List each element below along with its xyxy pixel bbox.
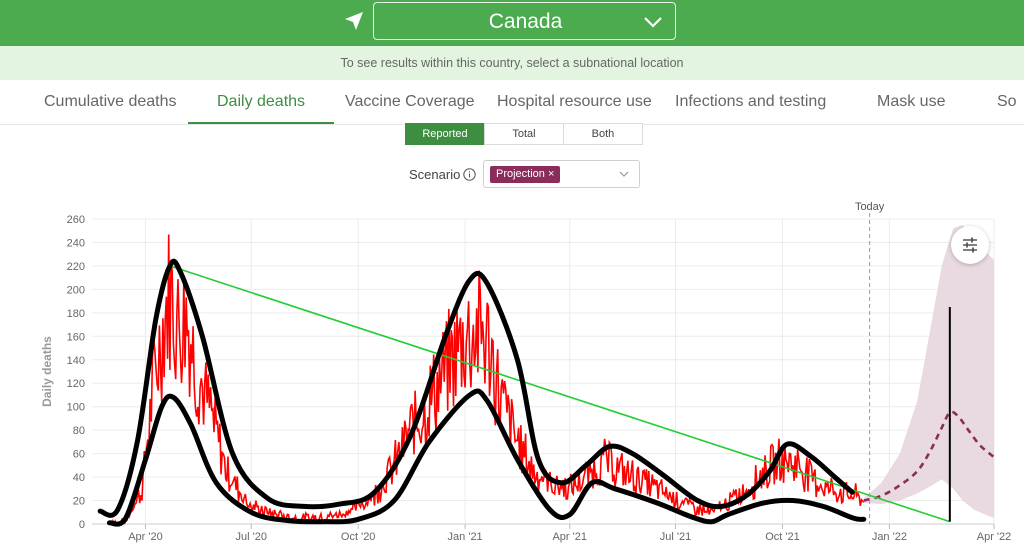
- x-tick-label: Jul '21: [660, 531, 691, 543]
- tab-so[interactable]: So: [997, 93, 1017, 110]
- projection-mean-line: [863, 410, 995, 502]
- daily-deaths-chart: 0 20 40 60 80 100 120 140 160 180 200 220 240 260 Apr …: [40, 201, 1011, 543]
- country-select[interactable]: Canada: [373, 2, 676, 40]
- subnational-hint: To see results within this country, sele…: [340, 56, 684, 70]
- x-tick-label: Oct '21: [765, 531, 800, 543]
- x-tick-label: Jul '20: [236, 531, 267, 543]
- subnational-hint-bar: To see results within this country, sele…: [0, 46, 1024, 80]
- tab-vaccine-coverage[interactable]: Vaccine Coverage: [345, 93, 475, 110]
- tab-mask-use[interactable]: Mask use: [877, 93, 946, 110]
- y-tick-label: 180: [67, 308, 85, 320]
- y-tick-label: 20: [73, 496, 85, 508]
- y-tick-label: 80: [73, 425, 85, 437]
- y-tick-label: 260: [67, 214, 85, 226]
- info-icon[interactable]: [463, 168, 476, 181]
- toggle-both[interactable]: Both: [563, 123, 643, 145]
- grid: [92, 218, 995, 525]
- scenario-select[interactable]: Projection ×: [483, 160, 640, 188]
- x-tick-label: Oct '20: [341, 531, 376, 543]
- lower-envelope-annotation: [106, 388, 867, 527]
- y-tick-label: 60: [73, 449, 85, 461]
- projection-uncertainty-band: [863, 224, 994, 519]
- toggle-reported[interactable]: Reported: [405, 123, 485, 145]
- reported-daily-deaths-line: [109, 234, 865, 526]
- scenario-tag-projection[interactable]: Projection ×: [490, 166, 561, 183]
- toggle-total[interactable]: Total: [484, 123, 564, 145]
- settings-sliders-icon: [963, 237, 977, 253]
- x-tick-label: Apr '21: [552, 531, 587, 543]
- tab-bar: Cumulative deaths Daily deaths Vaccine C…: [0, 80, 1024, 125]
- y-tick-label: 120: [67, 378, 85, 390]
- tab-cumulative-deaths[interactable]: Cumulative deaths: [44, 93, 177, 110]
- country-name: Canada: [488, 10, 563, 33]
- axes: 0 20 40 60 80 100 120 140 160 180 200 220 240 260 Apr …: [40, 201, 1011, 543]
- y-tick-label: 0: [79, 519, 85, 531]
- chevron-down-icon: [619, 171, 629, 177]
- upper-envelope-annotation: [97, 258, 855, 518]
- tab-daily-deaths[interactable]: Daily deaths: [217, 93, 306, 110]
- chart-settings-button[interactable]: [951, 226, 989, 264]
- green-trend-line: [169, 265, 951, 523]
- y-tick-label: 240: [67, 237, 85, 249]
- country-bar: Canada: [0, 0, 1024, 46]
- annotations: [97, 258, 951, 527]
- location-arrow-icon[interactable]: [343, 10, 365, 32]
- y-tick-label: 140: [67, 355, 85, 367]
- x-tick-label: Apr '20: [128, 531, 163, 543]
- active-tab-indicator: [188, 122, 334, 124]
- chevron-down-icon: [644, 17, 662, 28]
- scenario-tag-label: Projection: [496, 168, 545, 180]
- projection-band: [863, 224, 994, 519]
- x-tick-label: Apr '22: [977, 531, 1012, 543]
- tab-hospital-resource-use[interactable]: Hospital resource use: [497, 93, 652, 110]
- x-tick-label: Jan '21: [448, 531, 483, 543]
- y-axis-title: Daily deaths: [40, 336, 54, 407]
- y-tick-label: 220: [67, 261, 85, 273]
- tab-infections-and-testing[interactable]: Infections and testing: [675, 93, 827, 110]
- y-tick-label: 200: [67, 284, 85, 296]
- y-tick-label: 160: [67, 331, 85, 343]
- remove-tag-icon[interactable]: ×: [547, 168, 555, 180]
- y-tick-label: 100: [67, 402, 85, 414]
- today-label: Today: [855, 201, 885, 213]
- scenario-label: Scenario: [409, 167, 461, 182]
- x-tick-label: Jan '22: [872, 531, 907, 543]
- y-tick-label: 40: [73, 472, 85, 484]
